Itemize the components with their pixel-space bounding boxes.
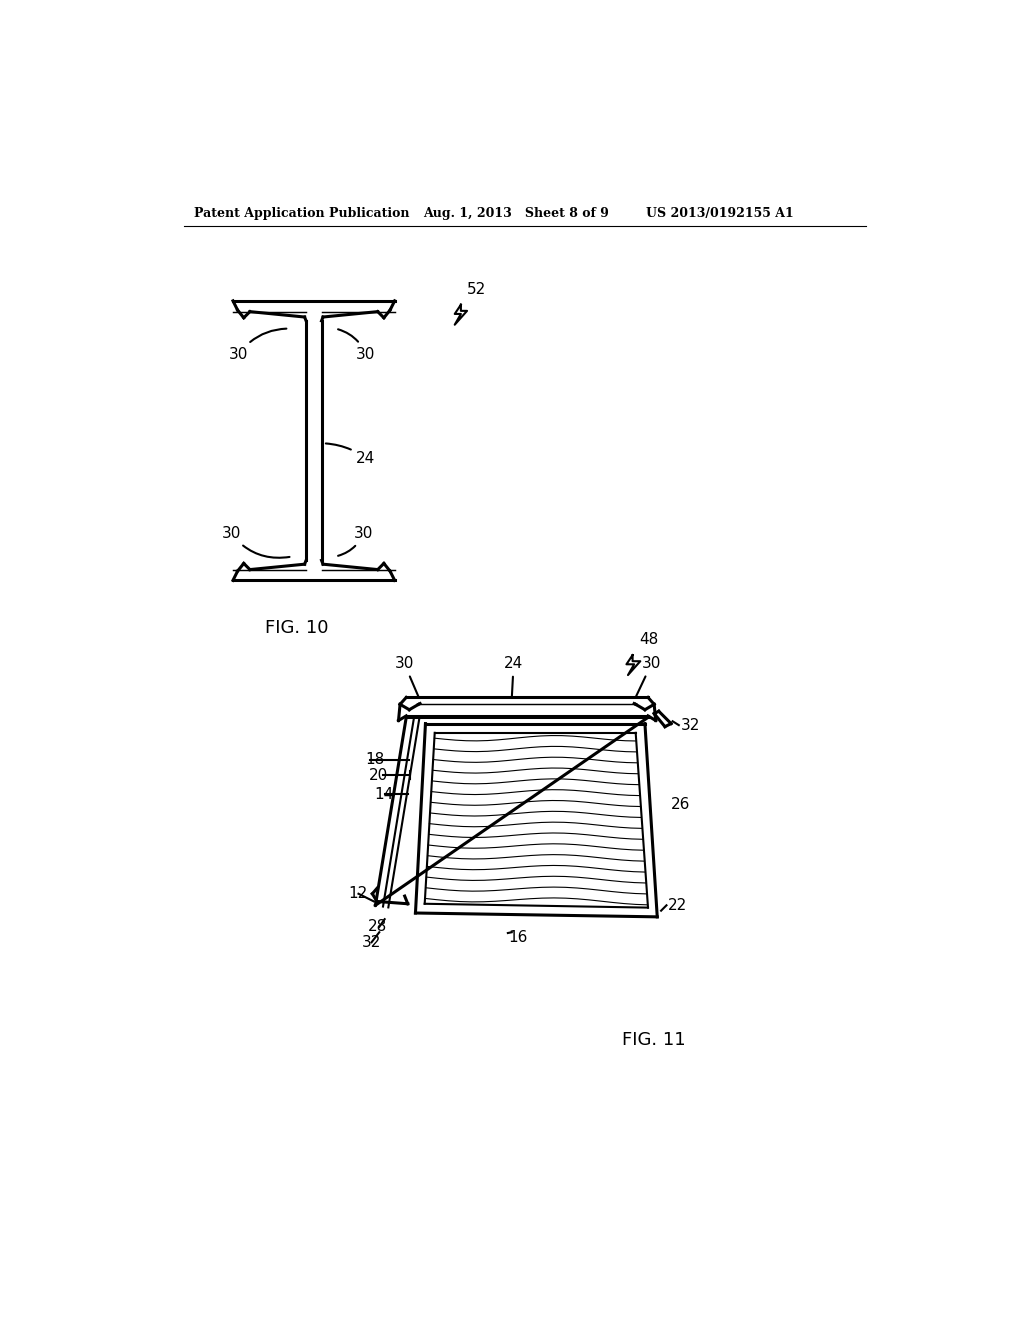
Text: 26: 26	[671, 797, 690, 812]
Text: 32: 32	[361, 935, 381, 950]
Text: 30: 30	[338, 525, 373, 556]
Text: Aug. 1, 2013   Sheet 8 of 9: Aug. 1, 2013 Sheet 8 of 9	[423, 207, 609, 220]
Text: 30: 30	[394, 656, 419, 698]
Text: 52: 52	[467, 281, 486, 297]
Text: 18: 18	[366, 752, 385, 767]
Text: 24: 24	[504, 656, 523, 697]
Text: 28: 28	[368, 919, 387, 935]
Text: 16: 16	[508, 931, 527, 945]
Text: 20: 20	[370, 768, 388, 783]
Text: 24: 24	[326, 444, 376, 466]
Text: 30: 30	[221, 525, 290, 558]
Text: 22: 22	[668, 898, 687, 913]
Text: Patent Application Publication: Patent Application Publication	[194, 207, 410, 220]
Text: 30: 30	[635, 656, 662, 698]
Text: 14: 14	[374, 787, 393, 803]
Text: FIG. 10: FIG. 10	[265, 619, 329, 638]
Text: 32: 32	[680, 718, 699, 733]
Text: 30: 30	[338, 329, 376, 362]
Text: 30: 30	[229, 329, 287, 362]
Text: 48: 48	[639, 632, 658, 647]
Text: FIG. 11: FIG. 11	[622, 1031, 685, 1049]
Text: 12: 12	[348, 886, 368, 902]
Text: US 2013/0192155 A1: US 2013/0192155 A1	[646, 207, 795, 220]
